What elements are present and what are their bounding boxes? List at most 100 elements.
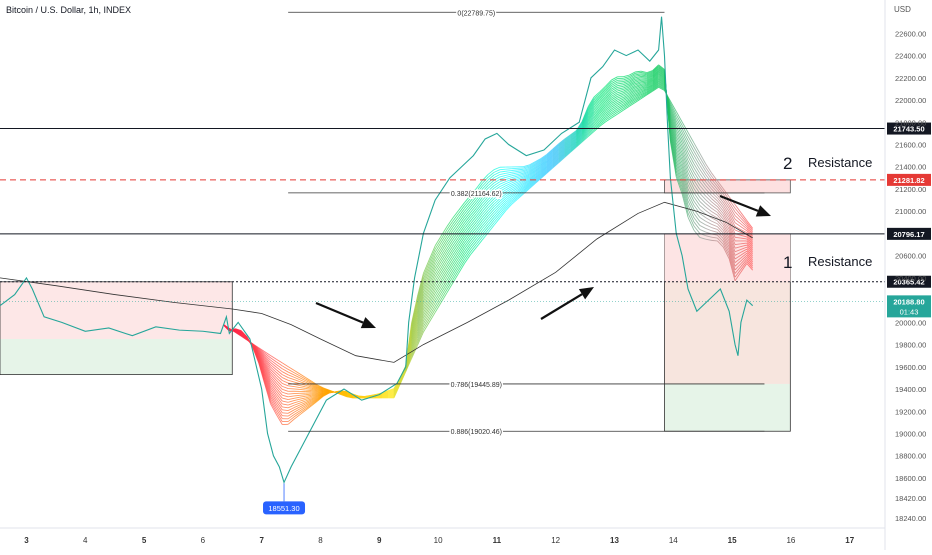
y-tick-label: 21600.00 <box>895 141 926 150</box>
ma-ribbon-segment <box>294 401 300 403</box>
ma-ribbon-segment <box>512 175 518 176</box>
x-tick-label: 5 <box>142 536 147 545</box>
chart-title: Bitcoin / U.S. Dollar, 1h, INDEX <box>6 5 131 15</box>
ma-ribbon-segment <box>700 217 706 221</box>
ma-ribbon-segment <box>288 417 294 422</box>
ma-ribbon-segment <box>276 378 282 384</box>
ma-ribbon-segment <box>300 396 306 397</box>
ma-ribbon-segment <box>282 398 288 399</box>
y-tick-label: 22600.00 <box>895 29 926 38</box>
ma-ribbon-segment <box>706 225 712 228</box>
ma-ribbon-segment <box>488 170 494 175</box>
ma-ribbon-segment <box>512 173 518 174</box>
ma-ribbon-segment <box>641 81 647 82</box>
x-tick-label: 15 <box>728 536 737 545</box>
ma-ribbon-segment <box>700 221 706 224</box>
y-axis: 22600.0022400.0022200.0022000.0021800.00… <box>885 0 926 550</box>
y-tick-label: 21800.00 <box>895 118 926 127</box>
ma-ribbon-segment <box>612 100 618 104</box>
ma-ribbon-segment <box>706 218 712 221</box>
ma-ribbon-segment <box>694 197 700 206</box>
y-tick-label: 20000.00 <box>895 318 926 327</box>
ma-ribbon-segment <box>506 172 512 173</box>
x-tick-label: 4 <box>83 536 88 545</box>
ma-ribbon-segment <box>706 228 712 230</box>
x-tick-label: 14 <box>669 536 678 545</box>
ma-ribbon-segment <box>517 171 523 172</box>
ma-ribbon-segment <box>282 407 288 408</box>
ma-ribbon-segment <box>700 225 706 228</box>
x-tick-label: 16 <box>786 536 795 545</box>
ma-ribbon-segment <box>712 240 718 241</box>
ma-ribbon-segment <box>617 82 623 83</box>
x-tick-label: 9 <box>377 536 382 545</box>
ma-ribbon-segment <box>617 86 623 87</box>
ma-ribbon-segment <box>294 382 300 384</box>
ma-ribbon-segment <box>700 229 706 232</box>
y-tick-label: 19800.00 <box>895 341 926 350</box>
ma-ribbon-segment <box>500 177 506 179</box>
ma-ribbon-segment <box>288 375 294 377</box>
ma-ribbon-segment <box>506 176 512 178</box>
x-tick-label: 7 <box>259 536 264 545</box>
ma-ribbon-segment <box>488 172 494 177</box>
ma-ribbon-segment <box>500 171 506 172</box>
ma-ribbon-segment <box>276 372 282 377</box>
ma-ribbon-segment <box>612 95 618 98</box>
fib-level-label: 0.886(19020.46) <box>451 429 502 436</box>
ma-ribbon-segment <box>488 175 494 180</box>
x-tick-label: 10 <box>434 536 443 545</box>
y-tick-label: 22000.00 <box>895 96 926 105</box>
resistance-number: 1 <box>783 253 792 272</box>
ma-ribbon-segment <box>294 395 300 396</box>
ma-ribbon-segment <box>312 393 318 394</box>
ma-ribbon-segment <box>712 224 718 226</box>
ma-ribbon-segment <box>288 398 294 399</box>
ma-ribbon-segment <box>512 171 518 172</box>
ma-ribbon-segment <box>612 96 618 99</box>
ma-ribbon-segment <box>712 195 718 200</box>
price-tag-label: 21281.82 <box>893 176 924 185</box>
ma-ribbon-segment <box>288 405 294 408</box>
ma-ribbon-segment <box>294 384 300 385</box>
range-box-lower <box>664 384 790 431</box>
ma-ribbon-segment <box>694 226 700 234</box>
ma-ribbon-segment <box>288 378 294 380</box>
fib-level-label: 0.382(21164.62) <box>451 191 502 198</box>
ma-ribbon-segment <box>506 178 512 180</box>
fib-level-label: 0.786(19445.89) <box>451 382 502 389</box>
ma-ribbon-segment <box>282 395 288 397</box>
ma-ribbon-segment <box>306 395 312 396</box>
ma-ribbon-segment <box>294 387 300 388</box>
ma-ribbon-segment <box>712 228 718 230</box>
trend-arrow <box>316 303 376 328</box>
ma-ribbon-segment <box>282 386 288 388</box>
ma-ribbon-segment <box>288 396 294 397</box>
ma-ribbon-segment <box>282 375 288 378</box>
arrow-head <box>756 205 771 216</box>
ma-ribbon-segment <box>276 375 282 380</box>
ma-ribbon-segment <box>694 218 700 226</box>
ma-ribbon-segment <box>635 74 641 75</box>
ma-ribbon-segment <box>694 213 700 221</box>
ma-ribbon-segment <box>617 83 623 84</box>
ma-ribbon-segment <box>282 389 288 391</box>
ma-ribbon-segment <box>612 87 618 90</box>
price-tag-label: 20796.17 <box>893 230 924 239</box>
ma-ribbon-segment <box>306 390 312 391</box>
ma-ribbon-segment <box>500 173 506 174</box>
trend-arrow <box>541 287 594 319</box>
ma-ribbon-segment <box>488 183 494 188</box>
ma-ribbon-segment <box>512 170 518 171</box>
ma-ribbon-segment <box>288 386 294 387</box>
ma-ribbon-segment <box>282 383 288 385</box>
ma-ribbon-segment <box>494 170 500 173</box>
y-tick-label: 18420.00 <box>895 494 926 503</box>
ma-ribbon-segment <box>300 388 306 389</box>
x-tick-label: 17 <box>845 536 854 545</box>
ma-ribbon-segment <box>300 395 306 396</box>
ma-ribbon-segment <box>500 169 506 170</box>
ma-ribbon-segment <box>712 221 718 224</box>
